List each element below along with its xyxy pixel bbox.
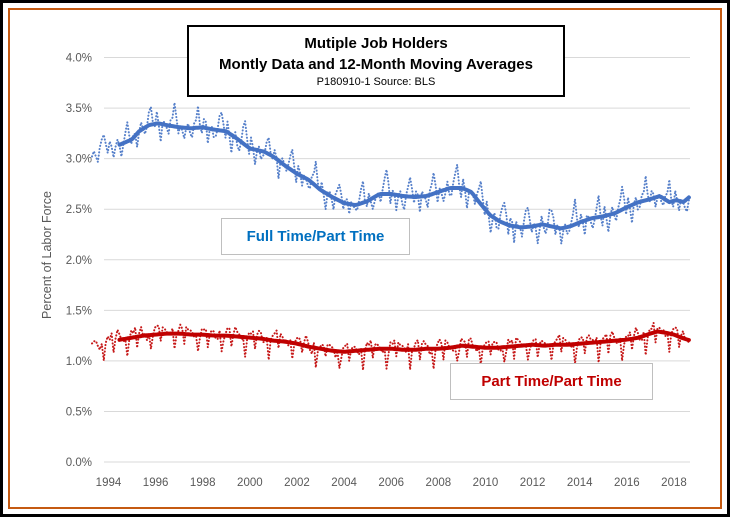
x-tick-label: 2002 (284, 477, 310, 489)
x-tick-label: 2014 (567, 477, 593, 489)
moving-average-line-blue (117, 121, 691, 231)
y-tick-label: 4.0% (66, 53, 92, 65)
series-label-full-time-part-time: Full Time/Part Time (221, 218, 410, 255)
x-tick-label: 2008 (426, 477, 452, 489)
moving-average-line-red (117, 329, 691, 354)
chart-title-box: Mutiple Job Holders Montly Data and 12-M… (187, 25, 565, 97)
y-tick-label: 3.0% (66, 154, 92, 166)
y-tick-label: 2.0% (66, 255, 92, 267)
chart-source-note: P180910-1 Source: BLS (316, 76, 436, 88)
x-tick-label: 2010 (473, 477, 499, 489)
y-axis-title: Percent of Labor Force (40, 191, 54, 319)
x-tick-label: 2012 (520, 477, 546, 489)
x-tick-label: 1996 (143, 477, 169, 489)
x-tick-label: 2004 (331, 477, 357, 489)
y-tick-label: 3.5% (66, 103, 92, 115)
monthly-dotted-line-blue (91, 101, 690, 245)
monthly-dotted-line-red (91, 321, 690, 372)
x-tick-label: 2006 (378, 477, 404, 489)
y-tick-label: 0.5% (66, 406, 92, 418)
x-tick-label: 2018 (661, 477, 687, 489)
x-tick-label: 1998 (190, 477, 216, 489)
x-tick-label: 2000 (237, 477, 263, 489)
x-tick-label: 1994 (96, 477, 122, 489)
y-tick-label: 0.0% (66, 457, 92, 469)
series-label-part-time-part-time: Part Time/Part Time (450, 363, 653, 400)
chart-title: Mutiple Job Holders (304, 35, 448, 52)
chart-subtitle: Montly Data and 12-Month Moving Averages (219, 56, 533, 73)
x-tick-label: 2016 (614, 477, 640, 489)
y-tick-label: 1.0% (66, 356, 92, 368)
y-tick-label: 2.5% (66, 204, 92, 216)
y-tick-label: 1.5% (66, 305, 92, 317)
